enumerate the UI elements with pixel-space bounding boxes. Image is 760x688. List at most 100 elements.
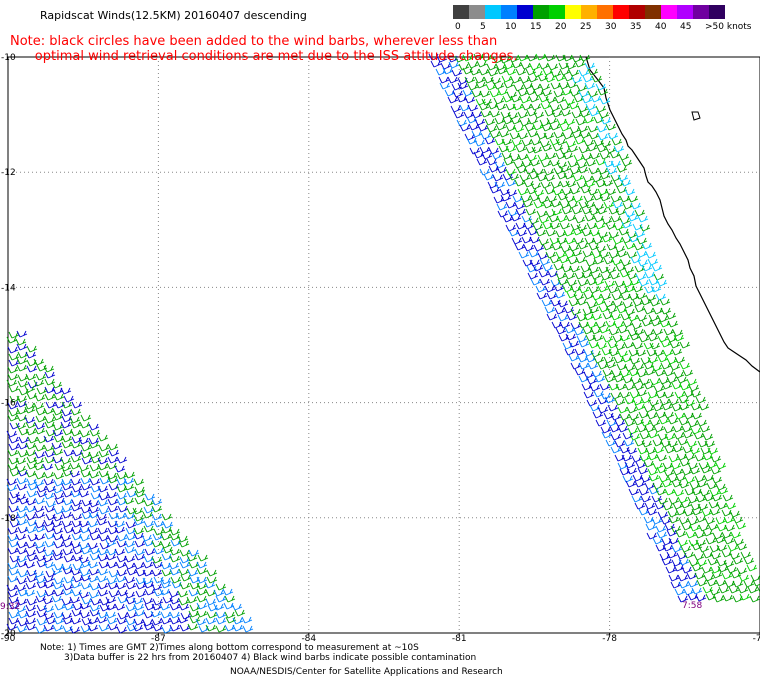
wind-barb bbox=[71, 401, 83, 409]
wind-barb bbox=[583, 116, 595, 124]
wind-barb bbox=[715, 579, 727, 587]
wind-barb bbox=[600, 140, 612, 148]
wind-barb bbox=[53, 541, 65, 549]
wind-barb bbox=[725, 502, 737, 510]
wind-barb bbox=[495, 123, 507, 131]
wind-barb bbox=[526, 54, 538, 62]
wind-barb bbox=[528, 95, 540, 103]
wind-barb bbox=[89, 429, 101, 437]
wind-barb bbox=[134, 490, 146, 498]
wind-barb bbox=[574, 348, 586, 356]
wind-barb bbox=[593, 203, 605, 211]
wind-barb bbox=[79, 534, 91, 542]
wind-barb bbox=[638, 488, 650, 496]
wind-barb bbox=[477, 124, 489, 132]
wind-barb bbox=[716, 544, 728, 552]
wind-barb bbox=[531, 146, 543, 154]
wind-barb bbox=[97, 527, 109, 535]
wind-barb bbox=[196, 610, 208, 618]
wind-barb bbox=[188, 549, 200, 557]
wind-barb bbox=[656, 279, 668, 287]
wind-barb bbox=[688, 384, 700, 392]
wind-barb bbox=[44, 416, 56, 424]
wind-barb bbox=[52, 423, 64, 431]
wind-barb bbox=[169, 624, 181, 632]
wind-barb bbox=[51, 595, 63, 603]
wind-barb bbox=[63, 555, 75, 563]
wind-barb bbox=[168, 562, 180, 570]
wind-barb bbox=[242, 625, 254, 633]
wind-barb bbox=[526, 154, 538, 162]
wind-barb bbox=[88, 506, 100, 514]
wind-barb bbox=[88, 451, 100, 459]
wind-barb bbox=[115, 575, 127, 583]
wind-barb bbox=[539, 83, 551, 91]
wind-barb bbox=[571, 249, 583, 257]
wind-barb bbox=[610, 195, 622, 203]
wind-barb bbox=[591, 75, 603, 83]
wind-barb bbox=[16, 364, 28, 372]
wind-barb bbox=[674, 412, 686, 420]
wind-barb bbox=[78, 464, 90, 472]
wind-barb bbox=[43, 471, 55, 479]
wind-barb bbox=[554, 74, 566, 82]
wind-barb bbox=[213, 603, 225, 611]
wind-barb bbox=[142, 569, 154, 577]
wind-barb bbox=[584, 62, 596, 70]
wind-barb bbox=[63, 449, 75, 457]
wind-barb bbox=[153, 520, 165, 528]
color-swatch bbox=[453, 5, 469, 19]
wind-barb bbox=[652, 537, 664, 545]
wind-barb bbox=[133, 618, 145, 626]
wind-barb bbox=[568, 244, 580, 252]
wind-barb bbox=[543, 168, 555, 176]
wind-barb bbox=[739, 593, 751, 601]
wind-barb bbox=[572, 228, 584, 236]
wind-barb bbox=[44, 450, 56, 458]
wind-barb bbox=[169, 555, 181, 563]
wind-barb bbox=[596, 145, 608, 153]
wind-barb bbox=[604, 375, 616, 383]
wind-barb bbox=[613, 145, 625, 153]
wind-barb bbox=[693, 553, 705, 561]
color-scale-label: 5 bbox=[480, 22, 486, 32]
wind-barb bbox=[215, 617, 227, 625]
wind-barb bbox=[576, 161, 588, 169]
wind-barb bbox=[661, 558, 673, 566]
wind-barb bbox=[618, 153, 630, 161]
wind-barb bbox=[578, 362, 590, 370]
wind-barb bbox=[545, 152, 557, 160]
wind-barb bbox=[24, 589, 36, 597]
wind-barb bbox=[661, 403, 673, 411]
color-swatch bbox=[517, 5, 533, 19]
wind-barb bbox=[16, 541, 28, 549]
wind-barb bbox=[588, 266, 600, 274]
wind-barb bbox=[693, 432, 705, 440]
wind-barb bbox=[162, 521, 174, 529]
wind-barb bbox=[586, 399, 598, 407]
wind-barb bbox=[458, 63, 470, 71]
wind-barb bbox=[558, 256, 570, 264]
wind-barb bbox=[105, 611, 117, 619]
wind-barb bbox=[607, 404, 619, 412]
wind-barb bbox=[123, 477, 135, 485]
wind-barb bbox=[134, 548, 146, 556]
wind-barb bbox=[61, 511, 73, 519]
wind-barb bbox=[25, 604, 37, 612]
wind-barb bbox=[474, 76, 486, 84]
wind-barb bbox=[620, 179, 632, 187]
wind-barb bbox=[559, 165, 571, 173]
wind-barb bbox=[7, 414, 19, 422]
wind-barb bbox=[674, 588, 686, 596]
wind-barb bbox=[539, 278, 551, 286]
wind-barb bbox=[665, 566, 677, 574]
wind-barb bbox=[575, 118, 587, 126]
wind-barb bbox=[640, 495, 652, 503]
wind-barb bbox=[691, 508, 703, 516]
wind-barb bbox=[609, 272, 621, 280]
wind-barb bbox=[52, 408, 64, 416]
wind-barb bbox=[25, 549, 37, 557]
wind-barb bbox=[599, 172, 611, 180]
wind-barb bbox=[52, 527, 64, 535]
wind-barb bbox=[97, 457, 109, 465]
